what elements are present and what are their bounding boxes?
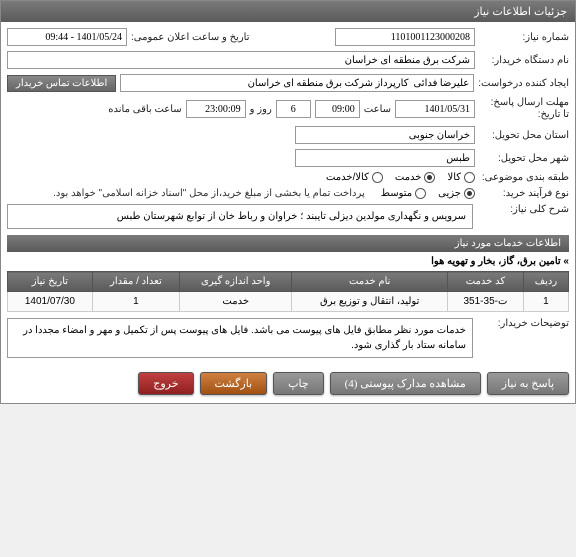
buyer-note-label: توضیحات خریدار: [479,318,569,358]
deadline-time-field[interactable] [315,100,360,118]
days-field[interactable] [276,100,311,118]
desc-label: شرح کلی نیاز: [479,204,569,229]
radio-icon [464,188,475,199]
details-panel: جزئیات اطلاعات نیاز شماره نیاز: تاریخ و … [0,0,576,404]
content-area: شماره نیاز: تاریخ و ساعت اعلان عمومی: نا… [1,22,575,364]
radio-icon [464,172,475,183]
desc-box: سرویس و نگهداری مولدین دیزلی تایبند ؛ خر… [7,204,473,229]
respond-button[interactable]: پاسخ به نیاز [487,372,569,395]
services-section-header: اطلاعات خدمات مورد نیاز [7,235,569,252]
cat-both-radio[interactable]: کالا/خدمت [326,172,383,183]
button-bar: پاسخ به نیاز مشاهده مدارک پیوستی (4) چاپ… [1,364,575,403]
col-qty: تعداد / مقدار [92,272,179,292]
creator-label: ایجاد کننده درخواست: [478,78,569,89]
exit-button[interactable]: خروج [138,372,193,395]
deadline-date-field[interactable] [395,100,475,118]
service-group-label: » تامین برق، گاز، بخار و تهویه هوا [7,252,569,271]
buyer-note-box: خدمات مورد نظر مطابق فایل های پیوست می ب… [7,318,473,358]
process-radio-group: جزیی متوسط [381,188,475,199]
cat-service-radio[interactable]: خدمت [395,172,436,183]
radio-icon [372,172,383,183]
category-label: طبقه بندی موضوعی: [479,172,569,183]
contact-info-button[interactable]: اطلاعات تماس خریدار [7,75,116,92]
request-number-label: شماره نیاز: [479,32,569,43]
cell-date: 1401/07/30 [8,292,93,312]
day-label: روز و [250,104,272,115]
time-label-1: ساعت [364,104,391,115]
city-label: شهر محل تحویل: [479,153,569,164]
cell-code: ت-35-351 [447,292,523,312]
proc-medium-radio[interactable]: متوسط [381,188,426,199]
attachments-button[interactable]: مشاهده مدارک پیوستی (4) [330,372,481,395]
remain-label: ساعت باقی مانده [108,104,181,115]
print-button[interactable]: چاپ [273,372,324,395]
announce-date-field[interactable] [7,28,127,46]
cell-idx: 1 [523,292,568,312]
remain-time-field[interactable] [186,100,246,118]
col-date: تاریخ نیاز [8,272,93,292]
proc-minor-radio[interactable]: جزیی [438,188,475,199]
table-header-row: ردیف کد خدمت نام خدمت واحد اندازه گیری ت… [8,272,569,292]
cell-unit: خدمت [179,292,292,312]
panel-title: جزئیات اطلاعات نیاز [1,1,575,22]
deadline-label: مهلت ارسال پاسخ: تا تاریخ: [479,97,569,121]
back-button[interactable]: بازگشت [200,372,268,395]
col-idx: ردیف [523,272,568,292]
table-row[interactable]: 1 ت-35-351 تولید، انتقال و توزیع برق خدم… [8,292,569,312]
province-label: استان محل تحویل: [479,130,569,141]
radio-icon [424,172,435,183]
col-unit: واحد اندازه گیری [179,272,292,292]
buyer-field[interactable] [7,51,475,69]
province-field[interactable] [295,126,475,144]
category-radio-group: کالا خدمت کالا/خدمت [326,172,475,183]
cat-goods-radio[interactable]: کالا [447,172,475,183]
announce-date-label: تاریخ و ساعت اعلان عمومی: [131,32,250,43]
cell-name: تولید، انتقال و توزیع برق [292,292,448,312]
creator-field[interactable] [120,74,474,92]
buyer-label: نام دستگاه خریدار: [479,55,569,66]
request-number-field[interactable] [335,28,475,46]
payment-note: پرداخت تمام یا بخشی از مبلغ خرید،از محل … [53,188,365,199]
services-table: ردیف کد خدمت نام خدمت واحد اندازه گیری ت… [7,271,569,312]
col-code: کد خدمت [447,272,523,292]
col-name: نام خدمت [292,272,448,292]
cell-qty: 1 [92,292,179,312]
radio-icon [415,188,426,199]
city-field[interactable] [295,149,475,167]
process-label: نوع فرآیند خرید: [479,188,569,199]
